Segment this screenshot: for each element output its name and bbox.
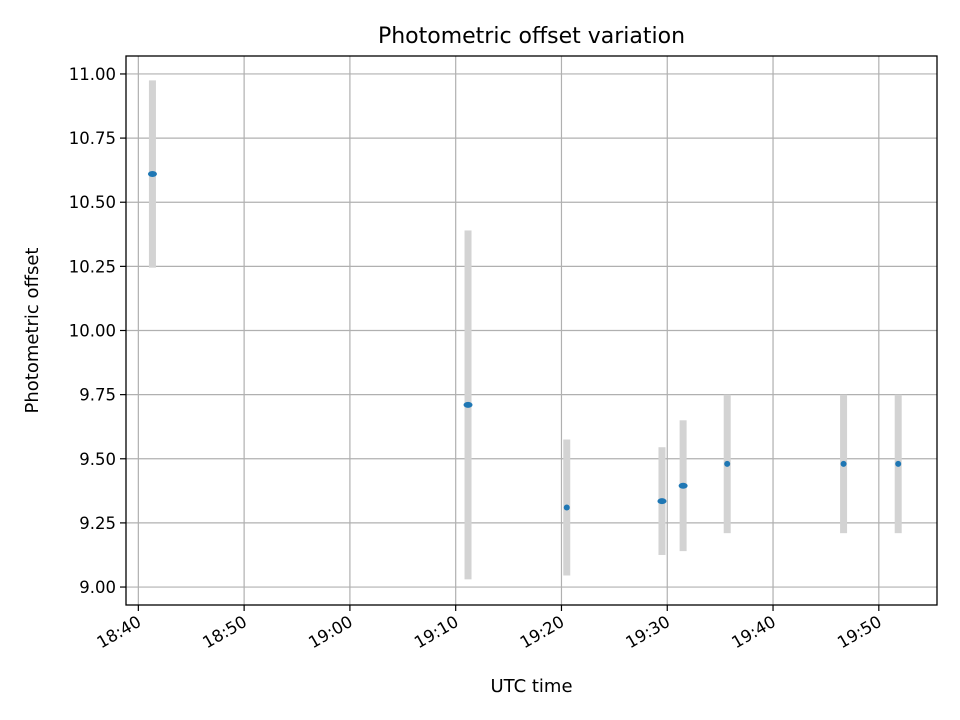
y-axis-label: Photometric offset (22, 248, 43, 414)
y-tick-label: 11.00 (69, 65, 116, 84)
x-tick-label: 19:30 (623, 612, 674, 652)
y-tick-label: 10.75 (69, 129, 116, 148)
chart-title: Photometric offset variation (378, 24, 685, 49)
x-tick-label: 19:50 (834, 612, 885, 652)
data-point (147, 171, 157, 178)
x-tick-label: 19:40 (728, 612, 779, 652)
y-tick-label: 10.50 (69, 193, 116, 212)
grid (126, 56, 937, 605)
x-tick-label: 19:00 (305, 612, 356, 652)
data-point (563, 504, 570, 511)
y-tick-label: 9.25 (79, 514, 116, 533)
data-point (678, 482, 688, 489)
y-tick-label: 9.75 (79, 386, 116, 405)
x-tick-label: 19:20 (517, 612, 568, 652)
y-axis-ticks: 9.00 9.25 9.50 9.75 10.00 10.25 10.50 10.75 11.0… (69, 65, 126, 597)
x-axis-label: UTC time (490, 676, 572, 697)
x-tick-label: 18:40 (94, 612, 145, 652)
y-tick-label: 9.50 (79, 450, 116, 469)
data-point (724, 460, 731, 467)
data-markers (147, 171, 902, 511)
data-point (463, 401, 473, 408)
x-axis-ticks: 18:40 18:50 19:00 19:10 19:20 19:30 19:40 19:50 (94, 605, 885, 652)
data-point (895, 460, 902, 467)
x-tick-label: 18:50 (199, 612, 250, 652)
y-tick-label: 9.00 (79, 578, 116, 597)
x-tick-label: 19:10 (411, 612, 462, 652)
data-point (657, 498, 667, 505)
error-bars (148, 80, 902, 580)
y-tick-label: 10.25 (69, 257, 116, 276)
y-tick-label: 10.00 (69, 322, 116, 341)
data-point (840, 460, 847, 467)
